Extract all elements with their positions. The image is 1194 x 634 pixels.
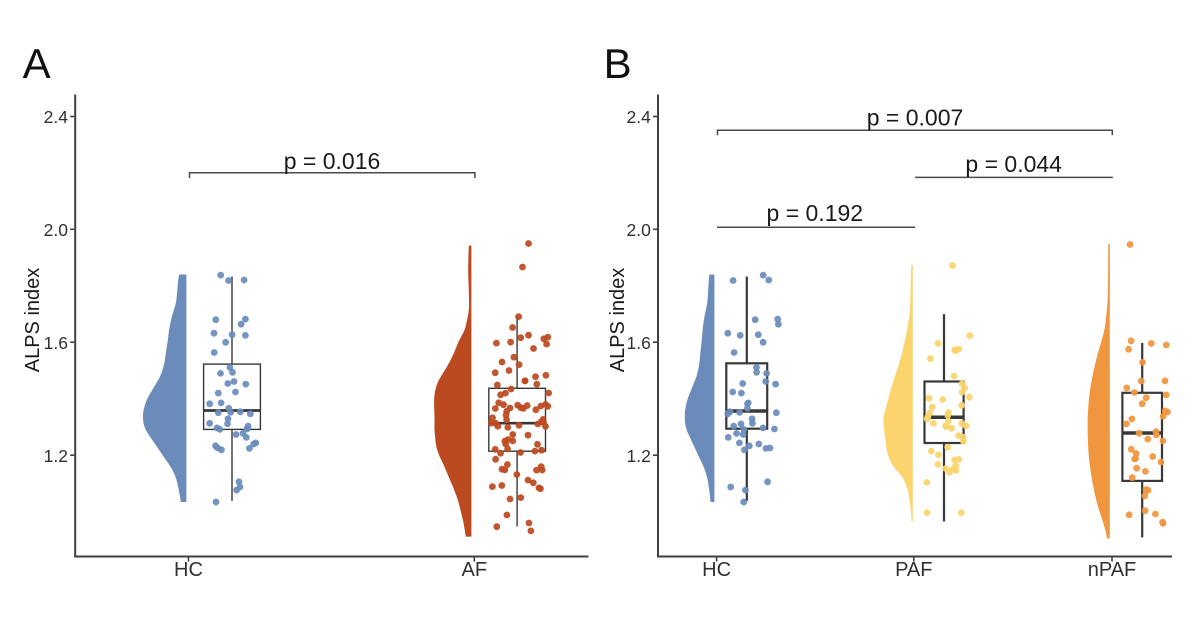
svg-text:ALPS index: ALPS index bbox=[607, 268, 629, 373]
svg-text:2.4: 2.4 bbox=[626, 107, 651, 127]
svg-text:1.6: 1.6 bbox=[626, 333, 650, 353]
svg-text:ALPS index: ALPS index bbox=[22, 268, 44, 373]
svg-text:AF: AF bbox=[462, 559, 488, 581]
svg-text:1.6: 1.6 bbox=[44, 333, 68, 353]
svg-text:HC: HC bbox=[702, 559, 731, 581]
svg-text:B: B bbox=[604, 40, 632, 87]
svg-text:p = 0.007: p = 0.007 bbox=[867, 104, 964, 130]
svg-text:1.2: 1.2 bbox=[626, 446, 650, 466]
svg-text:2.0: 2.0 bbox=[44, 220, 69, 240]
svg-text:2.4: 2.4 bbox=[44, 107, 69, 127]
svg-text:A: A bbox=[23, 40, 51, 87]
svg-text:nPAF: nPAF bbox=[1088, 559, 1137, 581]
svg-text:PAF: PAF bbox=[895, 559, 932, 581]
svg-text:1.2: 1.2 bbox=[44, 446, 68, 466]
svg-text:HC: HC bbox=[174, 559, 203, 581]
svg-text:p = 0.192: p = 0.192 bbox=[767, 200, 864, 226]
svg-text:2.0: 2.0 bbox=[626, 220, 651, 240]
svg-text:p = 0.044: p = 0.044 bbox=[965, 151, 1062, 177]
svg-text:p = 0.016: p = 0.016 bbox=[284, 148, 381, 174]
